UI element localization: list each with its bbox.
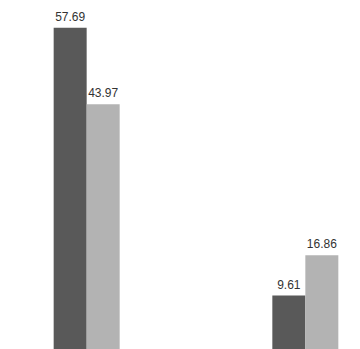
- svg-text:9.61: 9.61: [277, 278, 301, 292]
- svg-text:16.86: 16.86: [307, 237, 337, 251]
- svg-text:43.97: 43.97: [88, 86, 118, 100]
- svg-text:57.69: 57.69: [55, 10, 85, 24]
